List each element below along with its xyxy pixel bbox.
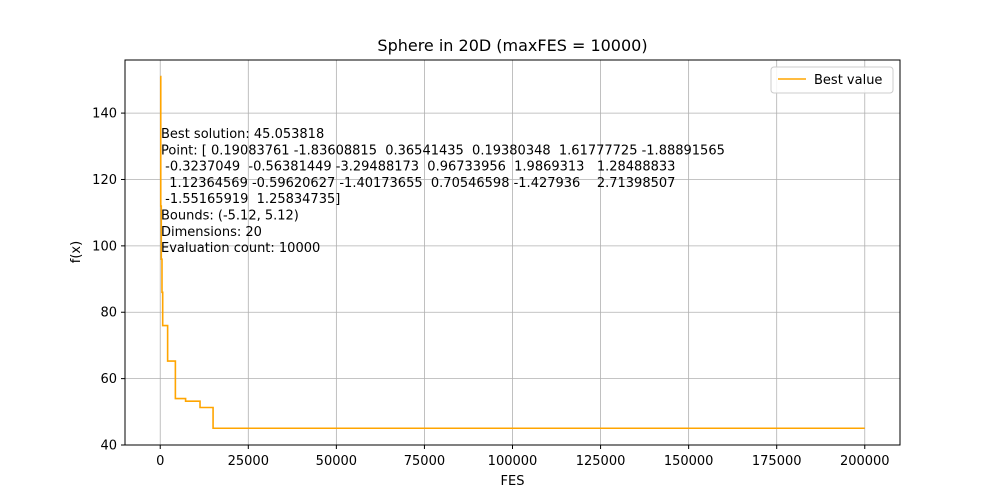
x-tick-label: 100000 (488, 454, 538, 469)
legend-entry: Best value (814, 73, 882, 88)
series-line-best-value (159, 75, 865, 430)
x-axis: 0 25000 50000 75000 100000 125000 150000 175000… (156, 445, 890, 469)
y-tick-label: 80 (100, 306, 117, 321)
x-tick-label: 75000 (404, 454, 445, 469)
legend-frame (770, 66, 894, 94)
x-tick-label: 200000 (840, 454, 890, 469)
x-gridlines (159, 60, 866, 445)
y-tick-label: 40 (100, 439, 117, 454)
chart-title: Sphere in 20D (maxFES = 10000) (377, 36, 647, 55)
x-tick-label: 0 (156, 454, 164, 469)
x-tick-label: 125000 (576, 454, 626, 469)
x-tick-label: 150000 (664, 454, 714, 469)
x-axis-label: FES (501, 474, 525, 489)
x-tick-label: 50000 (316, 454, 357, 469)
annotation-line: 1.12364569 -0.59620627 -1.40173655 0.705… (161, 176, 675, 191)
y-tick-label: 100 (92, 239, 117, 254)
x-tick-label: 25000 (228, 454, 269, 469)
y-tick-label: 120 (92, 173, 117, 188)
annotation-line: Dimensions: 20 (161, 225, 262, 240)
annotation-line: Point: [ 0.19083761 -1.83608815 0.365414… (161, 143, 725, 158)
y-tick-label: 60 (100, 372, 117, 387)
annotation-line: Best solution: 45.053818 (161, 127, 324, 142)
legend: Best value (770, 66, 894, 94)
y-axis: 40 60 80 100 120 140 (92, 107, 125, 454)
annotation-line: -0.3237049 -0.56381449 -3.29488173 0.967… (161, 160, 675, 175)
annotation-line: -1.55165919 1.25834735] (161, 192, 340, 207)
annotation-line: Bounds: (-5.12, 5.12) (161, 209, 299, 224)
annotation-line: Evaluation count: 10000 (161, 241, 320, 256)
y-axis-label: f(x) (69, 241, 84, 263)
y-tick-label: 140 (92, 107, 117, 122)
series-layer (159, 75, 865, 430)
x-tick-label: 175000 (752, 454, 802, 469)
